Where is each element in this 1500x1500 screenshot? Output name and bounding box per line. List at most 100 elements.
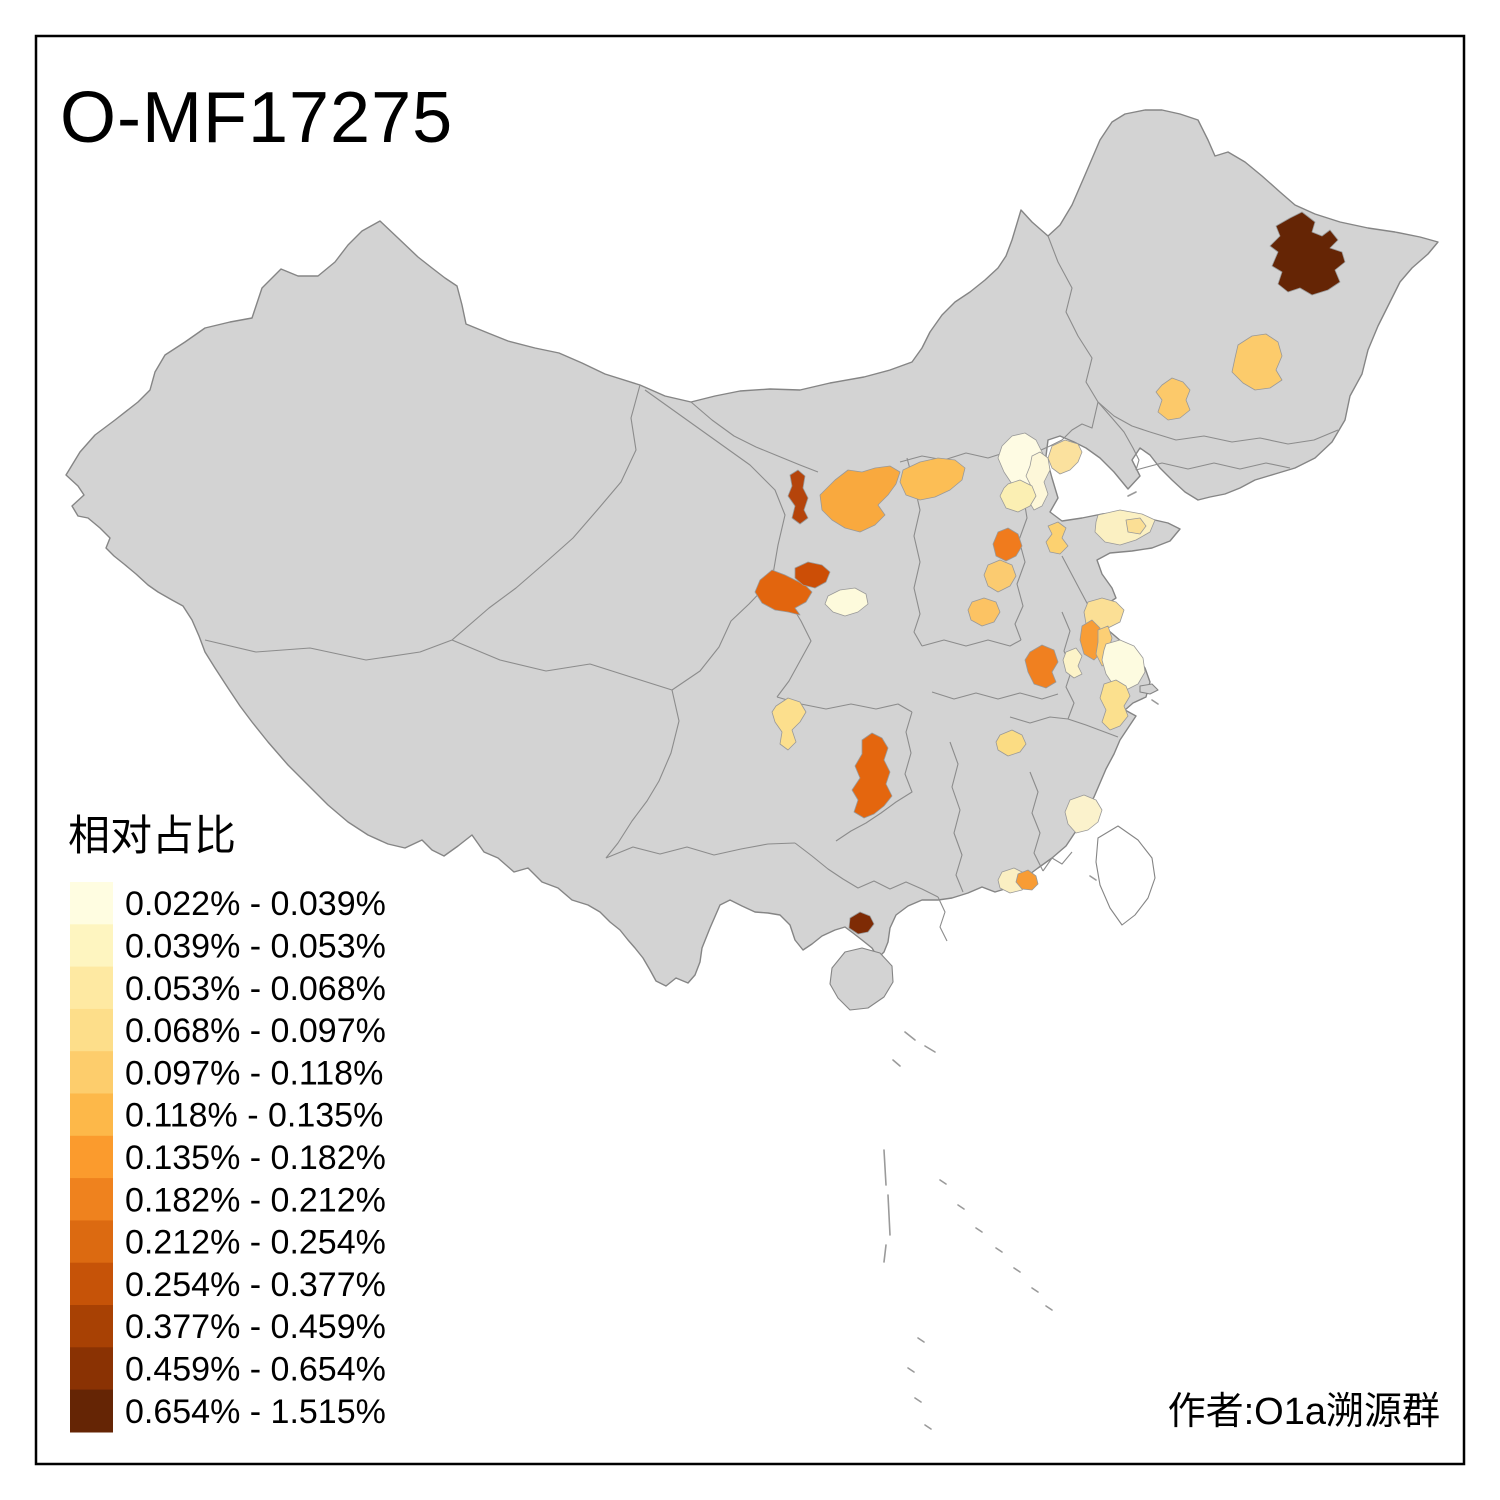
sea-islet-mark — [924, 1045, 936, 1053]
region-yulin-light — [899, 457, 966, 501]
sea-islet-mark — [995, 1247, 1003, 1253]
sea-islet-mark — [957, 1204, 965, 1210]
province-border — [671, 579, 773, 691]
region-shaanxi-south — [771, 697, 807, 751]
province-border — [451, 639, 673, 691]
province-border — [937, 896, 948, 942]
hainan-island — [829, 947, 894, 1011]
province-border — [605, 689, 680, 859]
legend-range-label: 0.118% - 0.135% — [125, 1097, 383, 1135]
region-jiangsu-mid-south — [1099, 679, 1131, 731]
chongming-island — [1139, 683, 1159, 695]
region-anhui-north-pale — [1062, 647, 1083, 679]
legend-range-label: 0.039% - 0.053% — [125, 927, 386, 965]
region-heilongjiang-west — [1231, 333, 1283, 391]
sea-islet-mark — [914, 1397, 922, 1403]
taiwan-island — [1095, 825, 1156, 926]
sea-islet-mark — [1031, 1287, 1039, 1293]
figure-frame — [34, 34, 1466, 1466]
author-credit: 作者:O1a溯源群 — [1168, 1391, 1440, 1433]
legend-entries: 0.022% - 0.039% 0.039% - 0.053% 0.053% - 0… — [70, 882, 386, 1433]
legend-range-label: 0.135% - 0.182% — [125, 1139, 386, 1177]
region-tangshan-area — [1047, 439, 1083, 475]
legend-range-label: 0.254% - 0.377% — [125, 1266, 386, 1304]
region-gansu-cream — [824, 587, 869, 617]
region-jilin-west — [1155, 377, 1191, 421]
legend-range-label: 0.459% - 0.654% — [125, 1350, 386, 1388]
province-border — [204, 639, 453, 661]
province-border — [690, 401, 819, 473]
province-border — [1097, 401, 1140, 471]
sea-islet-mark — [1151, 699, 1159, 705]
sea-islet-mark — [1089, 875, 1097, 881]
province-border — [931, 691, 1059, 700]
province-border — [1042, 851, 1073, 872]
legend-range-label: 0.068% - 0.097% — [125, 1012, 386, 1050]
province-border — [1149, 429, 1339, 445]
highlighted-regions — [754, 211, 1346, 935]
sea-islet-mark — [887, 1194, 891, 1236]
region-chongqing-south-orange — [851, 732, 893, 819]
legend-range-label: 0.377% - 0.459% — [125, 1308, 386, 1346]
legend: 相对占比 0.022% - 0.039% 0.039% - 0.053% 0.053… — [68, 812, 386, 1433]
region-anhui-west-orange — [1024, 644, 1059, 689]
sea-islet-mark — [1045, 1305, 1053, 1311]
legend-range-label: 0.097% - 0.118% — [125, 1054, 383, 1092]
legend-range-label: 0.212% - 0.254% — [125, 1224, 386, 1262]
legend-swatch — [70, 882, 113, 925]
province-border — [1029, 771, 1044, 872]
legend-swatch — [70, 1262, 113, 1306]
sea-islet-mark — [939, 1179, 947, 1185]
legend-swatch — [70, 966, 113, 1010]
province-border — [1067, 718, 1119, 738]
legend-swatch — [70, 1093, 113, 1137]
region-guangdong-east-orange — [1015, 869, 1039, 891]
map-title: O-MF17275 — [60, 78, 453, 158]
sea-islet-mark — [892, 1059, 901, 1067]
region-gansu-blob-east — [794, 561, 831, 589]
region-gansu-blob-west — [754, 569, 813, 616]
region-northeast-dark — [1269, 211, 1346, 296]
province-border — [644, 389, 786, 581]
province-border — [1135, 462, 1291, 471]
region-hubei-mid — [995, 729, 1027, 757]
sea-islet-mark — [883, 1149, 887, 1186]
sea-islet-mark — [904, 1031, 916, 1041]
sea-islet-mark — [1127, 491, 1137, 497]
legend-swatch — [70, 1008, 113, 1052]
province-border — [451, 384, 641, 641]
region-shandong-patch — [1125, 517, 1147, 535]
region-fujian-coast-pale — [1064, 794, 1103, 834]
region-jiangsu-coast-cream — [1101, 639, 1146, 691]
legend-swatch — [70, 1389, 113, 1433]
south-china-sea-islets — [883, 491, 1159, 1430]
legend-title: 相对占比 — [68, 812, 236, 859]
legend-swatch — [70, 1220, 113, 1264]
province-border — [605, 842, 796, 859]
legend-range-label: 0.022% - 0.039% — [125, 885, 386, 923]
region-henan-north — [967, 597, 1001, 627]
province-border — [949, 741, 964, 893]
legend-swatch — [70, 1305, 113, 1348]
province-border — [1009, 716, 1069, 724]
legend-swatch — [70, 1347, 113, 1391]
mainland-outline — [65, 109, 1439, 987]
sea-islet-mark — [924, 1424, 932, 1430]
region-south-of-beijing — [999, 479, 1037, 513]
province-border — [835, 711, 913, 842]
sea-islet-mark — [907, 1367, 915, 1373]
province-border — [794, 842, 939, 898]
region-ordos-orange — [819, 465, 901, 533]
legend-swatch — [70, 1178, 113, 1221]
sea-islet-mark — [1013, 1267, 1021, 1273]
region-guangxi-coast-dark — [848, 911, 875, 935]
legend-swatch — [70, 1135, 113, 1179]
region-hebei-south-light — [983, 559, 1017, 593]
region-ningxia-north-dark — [787, 469, 809, 525]
legend-swatch — [70, 1051, 113, 1095]
legend-range-label: 0.053% - 0.068% — [125, 970, 386, 1008]
sea-islet-mark — [883, 1244, 887, 1263]
region-jinan-squiggle — [1045, 521, 1069, 555]
